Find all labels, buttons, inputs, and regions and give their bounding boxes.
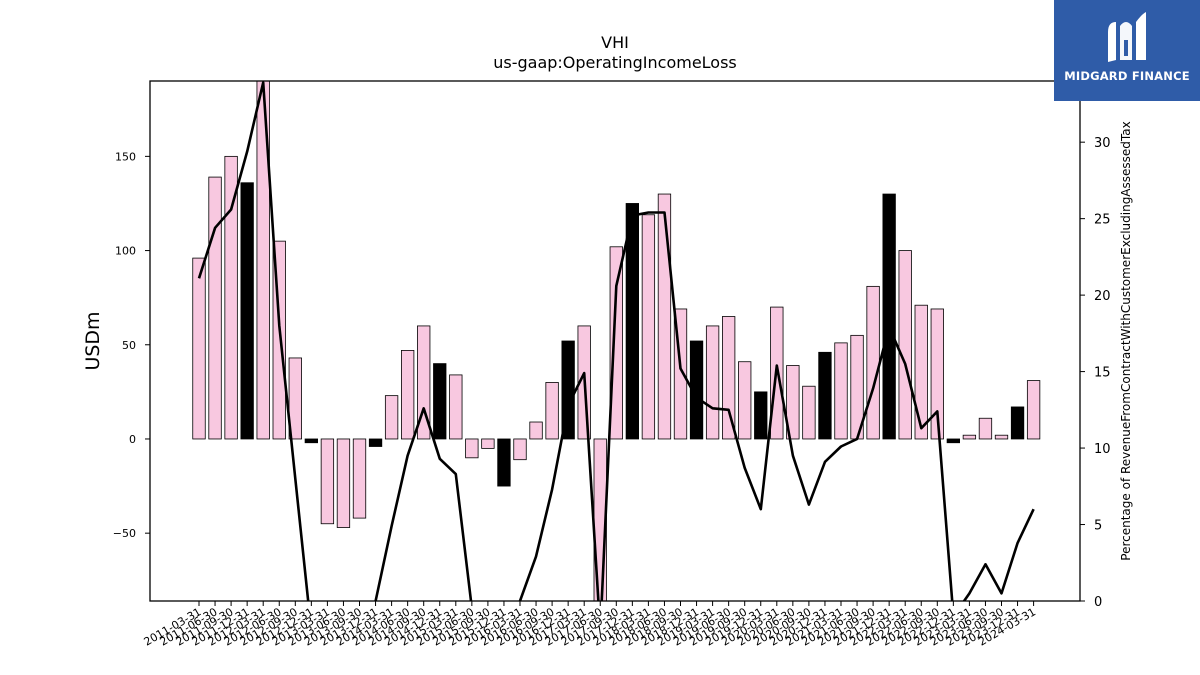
bar-2014-12-31 bbox=[433, 363, 447, 440]
bar-2017-09-30 bbox=[609, 246, 623, 440]
y2-tick-label-10: 10 bbox=[1094, 442, 1111, 457]
line-group bbox=[197, 81, 1035, 601]
y2-tick-label-5: 5 bbox=[1094, 519, 1102, 534]
y-axis-label: USDm bbox=[82, 311, 104, 370]
bar-2014-06-30 bbox=[400, 350, 415, 440]
y-axis-label-right: Percentage of RevenueFromContractWithCus… bbox=[1119, 121, 1133, 560]
bar-2013-12-31 bbox=[368, 438, 383, 447]
plot-frame bbox=[149, 80, 1081, 602]
bar-2018-12-31 bbox=[689, 340, 704, 440]
y-tick-label--50: −50 bbox=[113, 527, 136, 540]
bar-2014-09-30 bbox=[417, 325, 431, 440]
bar-2020-12-31 bbox=[818, 351, 832, 440]
bar-2022-09-30 bbox=[930, 308, 944, 440]
bar-2021-09-30 bbox=[866, 285, 880, 440]
y-tick-label-0: 0 bbox=[129, 433, 136, 446]
y-tick-label-50: 50 bbox=[122, 339, 136, 352]
y2-tick-label-15: 15 bbox=[1094, 366, 1111, 381]
chart-title: VHI bbox=[601, 33, 629, 52]
bar-2019-03-31 bbox=[705, 325, 720, 440]
bar-2023-12-31 bbox=[1010, 406, 1025, 440]
bar-2022-03-31 bbox=[898, 250, 912, 440]
x-axis: 2011-03-312011-06-302011-09-302011-12-31… bbox=[142, 601, 1038, 649]
y2-tick-label-20: 20 bbox=[1094, 289, 1111, 304]
brand-name: MIDGARD FINANCE bbox=[1064, 69, 1190, 83]
y-tick-label-150: 150 bbox=[115, 150, 136, 163]
brand-logo: MIDGARD FINANCE bbox=[1054, 0, 1200, 101]
bar-2013-06-30 bbox=[336, 438, 351, 528]
bar-2021-12-31 bbox=[882, 193, 896, 440]
bar-2014-03-31 bbox=[384, 395, 399, 440]
bar-2016-09-30 bbox=[545, 382, 559, 440]
bar-2016-06-30 bbox=[529, 421, 543, 440]
bar-2015-12-31 bbox=[497, 438, 511, 487]
bar-2015-06-30 bbox=[465, 438, 479, 459]
bar-2011-12-31 bbox=[240, 182, 254, 440]
bar-2022-12-31 bbox=[946, 438, 960, 444]
left-axis: −50 0 50 100 150 bbox=[113, 150, 150, 540]
bar-2011-09-30 bbox=[224, 155, 238, 440]
bar-2022-06-30 bbox=[914, 304, 928, 440]
bar-2013-03-31 bbox=[320, 438, 335, 525]
midgard-m-icon bbox=[1108, 12, 1146, 62]
bar-2023-03-31 bbox=[962, 434, 977, 440]
bar-2016-03-31 bbox=[513, 438, 527, 461]
bar-2019-09-30 bbox=[738, 361, 752, 440]
y2-tick-label-0: 0 bbox=[1094, 595, 1102, 610]
bar-group bbox=[192, 81, 1041, 601]
bar-2018-06-30 bbox=[657, 193, 672, 440]
y2-tick-label-30: 30 bbox=[1094, 136, 1111, 151]
chart-subtitle: us-gaap:OperatingIncomeLoss bbox=[493, 53, 737, 72]
bar-2017-12-31 bbox=[625, 203, 639, 440]
bar-2012-03-31 bbox=[256, 81, 270, 440]
percentage-line bbox=[197, 81, 1035, 601]
bar-2012-09-30 bbox=[288, 357, 302, 440]
y2-tick-label-25: 25 bbox=[1094, 213, 1111, 228]
bar-2023-09-30 bbox=[994, 434, 1009, 440]
y-tick-label-100: 100 bbox=[115, 245, 136, 258]
bar-2012-12-31 bbox=[304, 438, 319, 444]
bar-2020-09-30 bbox=[802, 385, 816, 440]
bar-2015-09-30 bbox=[481, 438, 495, 449]
bar-2023-06-30 bbox=[978, 417, 993, 440]
bar-2011-06-30 bbox=[208, 176, 222, 440]
right-axis: 05101520253035 bbox=[1080, 60, 1111, 610]
bar-2015-03-31 bbox=[449, 374, 463, 440]
bar-2013-09-30 bbox=[352, 438, 367, 519]
bar-2020-06-30 bbox=[786, 365, 800, 440]
bar-2024-03-31 bbox=[1026, 380, 1041, 440]
bar-2019-12-31 bbox=[754, 391, 768, 440]
bar-2018-03-31 bbox=[641, 214, 656, 440]
bar-2021-03-31 bbox=[834, 342, 848, 440]
bar-2019-06-30 bbox=[722, 316, 736, 440]
bar-2011-03-31 bbox=[192, 257, 206, 440]
